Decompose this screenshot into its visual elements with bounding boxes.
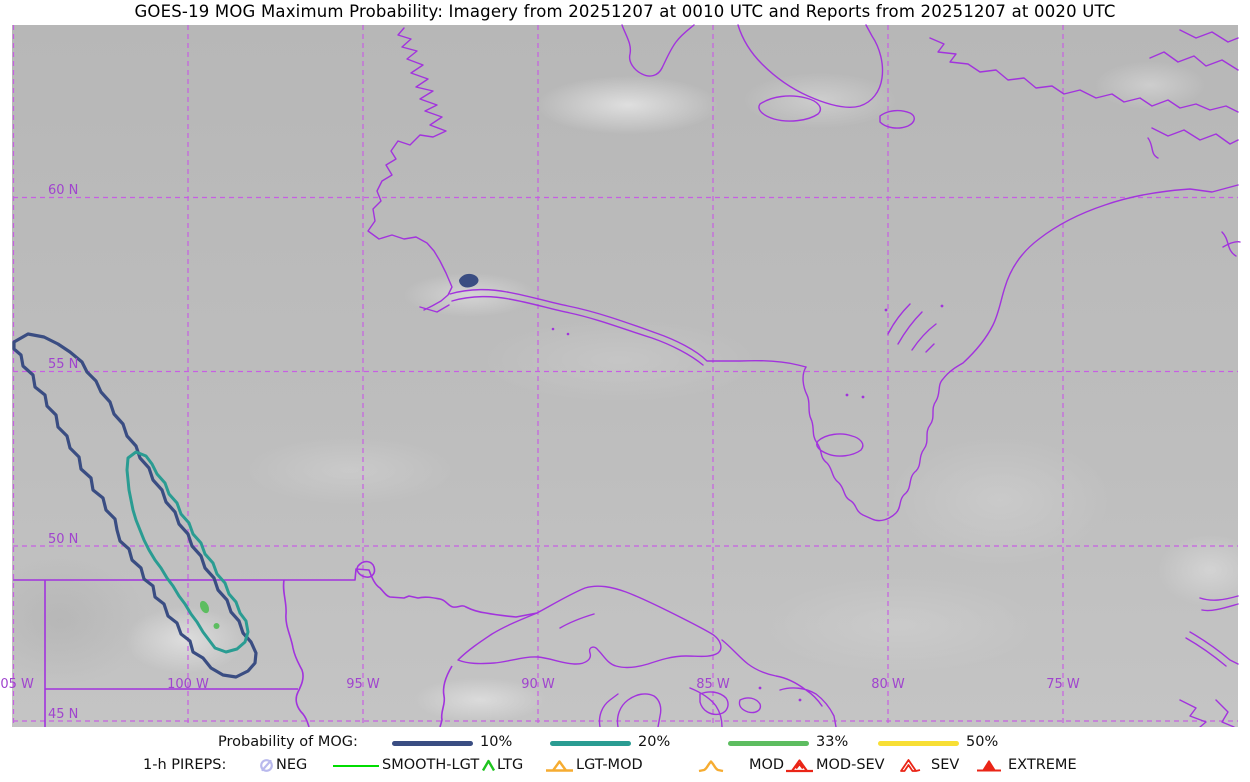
lon-label-85w: 85 W [696, 677, 730, 692]
prob-20-label: 20% [638, 734, 671, 750]
contour-20pct [125, 450, 250, 654]
lon-label-80w: 80 W [871, 677, 905, 692]
nelson-river [449, 288, 807, 368]
page-title: GOES-19 MOG Maximum Probability: Imagery… [134, 2, 1116, 21]
pirep-smooth-lgt-label: SMOOTH-LGT [382, 757, 480, 773]
triangle-caret-icon [786, 759, 813, 773]
lake-dot [845, 393, 849, 397]
southampton-island-coast [737, 24, 884, 108]
caret-outline-icon [900, 759, 921, 772]
mansel-island [879, 109, 915, 129]
prob-legend-title: Probability of MOG: [218, 734, 358, 750]
coats-island [758, 95, 822, 122]
lon-label-95w: 95 W [346, 677, 380, 692]
mn-wi-border [439, 665, 453, 728]
prob-33-label: 33% [816, 734, 849, 750]
pirep-neg-label: NEG [276, 757, 308, 773]
pirep-sev-label: SEV [931, 757, 960, 773]
lake-dot [861, 395, 865, 399]
contour-33pct-blob [199, 600, 210, 614]
caret-tails-icon [698, 760, 724, 773]
lon-label-105w: 105 W [0, 677, 34, 692]
prob-10-swatch [392, 741, 473, 746]
akimiski-island [816, 433, 864, 457]
lake-dot [551, 327, 555, 331]
pirep-mod-sev-label: MOD-SEV [816, 757, 885, 773]
lon-label-100w: 100 W [167, 677, 209, 692]
ltg-caret-icon [481, 759, 496, 772]
legend: Probability of MOG: 10% 20% 33% 50% 1-h … [0, 727, 1250, 782]
lat-label-50n: 50 N [48, 532, 78, 547]
smooth-line-icon [333, 765, 379, 767]
pirep-ltg-label: LTG [497, 757, 524, 773]
lon-label-90w: 90 W [521, 677, 555, 692]
filled-triangle-icon [977, 760, 1001, 772]
red-river-border [282, 579, 310, 728]
lat-label-60n: 60 N [48, 183, 78, 198]
lake-superior [457, 585, 722, 669]
contour-33pct-dot [213, 623, 220, 629]
quebec-northeast-coast [929, 29, 1241, 257]
lake-dot [884, 308, 888, 312]
prob-50-swatch [878, 741, 959, 746]
coastlines [367, 24, 1241, 728]
pirep-mod-label: MOD [749, 757, 785, 773]
pirep-lgt-mod-label: LGT-MOD [576, 757, 643, 773]
contour-10pct [12, 332, 258, 679]
contour-33pct [199, 600, 220, 629]
neg-circle-slash-icon [260, 759, 273, 772]
belcher-islands [887, 303, 937, 353]
james-bay-and-quebec-coast [802, 184, 1239, 522]
lat-label-55n: 55 N [48, 357, 78, 372]
pireps-legend-title: 1-h PIREPS: [143, 757, 227, 773]
pirep-extreme-label: EXTREME [1008, 757, 1077, 773]
roes-welcome-sound [621, 24, 695, 77]
lake-of-the-woods [356, 560, 376, 578]
lon-label-75w: 75 W [1046, 677, 1080, 692]
lat-label-45n: 45 N [48, 707, 78, 722]
satellite-imagery-background [12, 25, 1238, 727]
triangle-base-icon [546, 760, 573, 772]
grid-labels: 60 N 55 N 50 N 45 N 105 W 100 W 95 W 90 … [0, 183, 1080, 722]
great-lakes-shores [598, 639, 837, 728]
ottawa-river-squiggles [1179, 595, 1239, 728]
lake-dot [566, 332, 570, 336]
political-borders [13, 560, 538, 728]
prob-33-swatch [728, 741, 809, 746]
us-canada-border [13, 568, 538, 618]
lake-dot [798, 698, 802, 702]
prob-20-swatch [550, 741, 631, 746]
lake-dot [758, 686, 762, 690]
contour-10pct-hudson-patch [459, 273, 479, 288]
prob-10-label: 10% [480, 734, 513, 750]
lake-dot [940, 304, 944, 308]
prob-50-label: 50% [966, 734, 999, 750]
small-lake-dots [551, 304, 944, 702]
hudson-bay-west-coast [367, 27, 453, 313]
graticule [12, 25, 1238, 727]
